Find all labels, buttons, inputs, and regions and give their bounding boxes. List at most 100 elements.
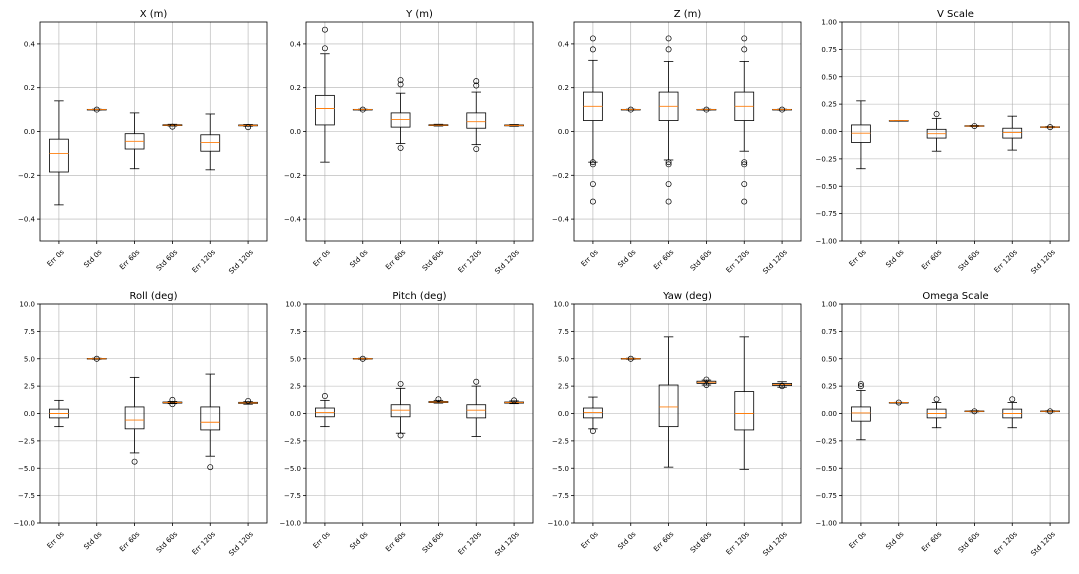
- iqr-box: [851, 406, 871, 422]
- y-tick-label: 2.5: [290, 383, 301, 391]
- y-tick-label: 2.5: [24, 383, 35, 391]
- x-tick-label: Err 120s: [457, 530, 484, 557]
- y-tick-label: −2.5: [18, 437, 35, 445]
- iqr-box: [466, 404, 487, 419]
- outlier-point: [665, 46, 672, 53]
- box-plot-err-0s: [49, 399, 69, 428]
- axes-frame: [573, 21, 802, 242]
- x-tick-label: Std 0s: [82, 248, 103, 269]
- x-tick-label: Err 120s: [191, 248, 218, 275]
- box-plot-std-60s: [428, 123, 449, 127]
- y-tick-label: 0.25: [821, 383, 837, 391]
- x-tick-label: Std 0s: [616, 530, 637, 551]
- y-tick-label: −1.00: [816, 238, 837, 246]
- box-plot-std-0s: [620, 106, 641, 113]
- y-tick-label: −0.75: [816, 492, 837, 500]
- outlier-point: [971, 408, 978, 415]
- outlier-point: [627, 355, 634, 362]
- x-tick-label: Std 120s: [761, 248, 789, 276]
- chart-panel-2: −0.4 −0.2 0.0 0.2 0.4 Err 0s Std 0s Err 60s Std …: [284, 9, 534, 276]
- outlier-point: [1047, 124, 1054, 131]
- y-tick-label: −10.0: [548, 520, 569, 528]
- box-plot-err-0s: [851, 380, 871, 441]
- x-tick-label: Std 120s: [227, 248, 255, 276]
- outlier-point: [321, 393, 328, 399]
- x-tick-label: Std 120s: [761, 530, 789, 558]
- x-tick-label: Err 0s: [312, 248, 332, 268]
- x-tick-label: Err 60s: [652, 248, 675, 271]
- y-tick-label: 0.0: [24, 410, 35, 418]
- outlier-point: [397, 144, 404, 151]
- y-tick-label: −0.75: [816, 210, 837, 218]
- x-tick-label: Err 120s: [993, 248, 1020, 275]
- chart-title: Roll (deg): [129, 291, 177, 302]
- box-plot-std-120s: [504, 124, 524, 127]
- y-tick-label: 0.00: [821, 128, 837, 136]
- box-plot-std-120s: [1040, 408, 1060, 415]
- outlier-point: [473, 78, 480, 85]
- x-tick-label: Err 120s: [725, 530, 752, 557]
- box-plot-err-0s: [851, 100, 871, 170]
- y-tick-label: −2.5: [284, 437, 301, 445]
- outlier-point: [703, 106, 710, 113]
- x-tick-label: Err 0s: [312, 530, 332, 550]
- y-tick-label: 2.5: [558, 383, 569, 391]
- iqr-box: [200, 134, 221, 152]
- box-plot-err-120s: [734, 35, 755, 205]
- x-tick-label: Err 0s: [46, 530, 66, 550]
- box-plot-err-120s: [200, 373, 221, 471]
- y-tick-label: 0.75: [821, 328, 837, 336]
- y-tick-label: −0.2: [552, 172, 569, 180]
- outlier-point: [245, 124, 252, 131]
- box-plot-err-120s: [734, 336, 755, 470]
- chart-panel-8: −1.00 −0.75 −0.50 −0.25 0.00 0.25 0.50 0.75 1.00…: [816, 291, 1070, 558]
- x-tick-label: Std 0s: [348, 530, 369, 551]
- outlier-point: [665, 35, 672, 42]
- outlier-point: [169, 123, 176, 130]
- chart-panel-3: −0.4 −0.2 0.0 0.2 0.4 Err 0s Std 0s Err 60s Std …: [552, 9, 802, 276]
- box-plot-err-0s: [583, 396, 603, 434]
- outlier-point: [511, 397, 518, 404]
- iqr-box: [315, 94, 335, 126]
- box-plot-std-0s: [352, 106, 373, 113]
- outlier-point: [665, 181, 672, 188]
- y-tick-label: −7.5: [18, 492, 35, 500]
- outlier-point: [359, 355, 366, 362]
- box-plot-std-60s: [964, 123, 985, 129]
- chart-panel-4: −1.00 −0.75 −0.50 −0.25 0.00 0.25 0.50 0.75 1.00…: [816, 9, 1070, 276]
- outlier-point: [895, 399, 902, 406]
- y-tick-label: −0.50: [816, 465, 837, 473]
- box-plot-err-60s: [390, 380, 411, 439]
- x-tick-label: Std 60s: [689, 530, 714, 555]
- y-tick-label: 0.00: [821, 410, 837, 418]
- outlier-point: [741, 161, 748, 168]
- outlier-point: [131, 458, 138, 465]
- y-tick-label: 1.00: [821, 301, 837, 309]
- x-tick-label: Err 0s: [580, 530, 600, 550]
- y-tick-label: 0.4: [290, 40, 302, 48]
- y-tick-label: 5.0: [24, 355, 35, 363]
- y-tick-label: −1.00: [816, 520, 837, 528]
- box-plot-std-0s: [352, 355, 373, 362]
- outlier-point: [703, 376, 710, 383]
- outlier-point: [741, 198, 748, 205]
- y-tick-label: 0.75: [821, 46, 837, 54]
- outlier-point: [435, 396, 442, 403]
- box-plot-err-60s: [658, 336, 679, 468]
- x-tick-label: Err 0s: [46, 248, 66, 268]
- axes-frame: [305, 21, 534, 242]
- outlier-point: [741, 35, 748, 42]
- iqr-box: [851, 124, 871, 143]
- outlier-point: [473, 82, 480, 89]
- outlier-point: [589, 46, 596, 53]
- outlier-point: [741, 159, 748, 166]
- chart-title: Yaw (deg): [662, 291, 712, 302]
- box-plot-std-0s: [620, 355, 641, 362]
- x-tick-label: Std 60s: [421, 248, 446, 273]
- box-plot-err-60s: [390, 77, 411, 151]
- x-tick-label: Std 0s: [884, 248, 905, 269]
- y-tick-label: −5.0: [552, 465, 569, 473]
- x-tick-label: Err 0s: [848, 248, 868, 268]
- iqr-box: [734, 391, 755, 431]
- chart-title: Y (m): [405, 9, 433, 20]
